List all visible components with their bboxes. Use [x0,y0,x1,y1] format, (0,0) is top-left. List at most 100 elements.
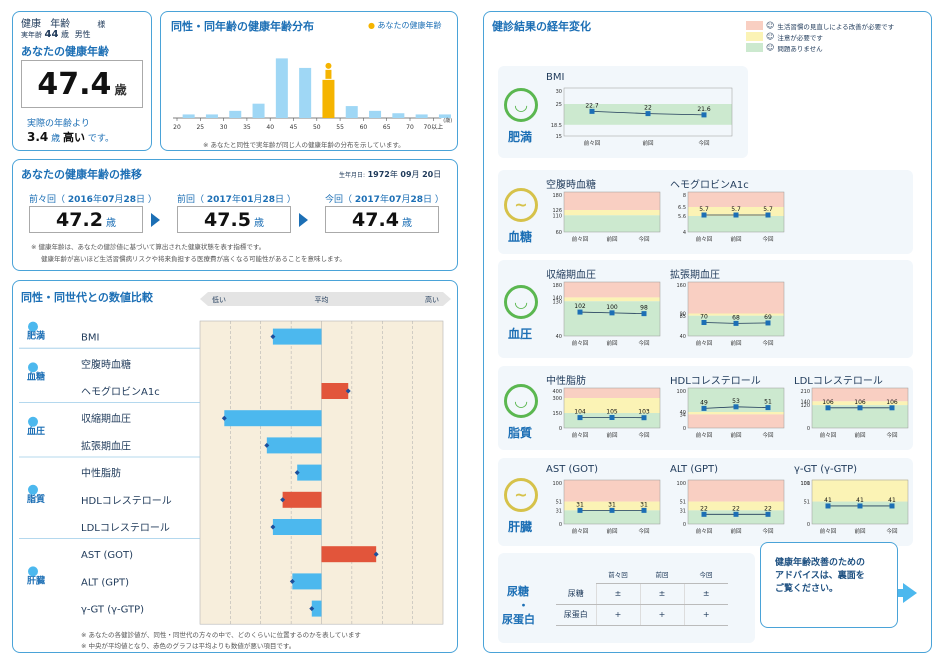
distribution-title: 同性・同年齢の健康年齢分布 [171,20,314,33]
trend-period-label: 前々回（ [29,195,68,205]
data-label: 41 [888,497,896,504]
legend-row: ☺ 生活習慣の見直しによる改善が必要です [746,20,894,31]
plot-frame [687,191,785,233]
band-red [564,388,660,398]
series-point [825,405,831,411]
header-age-line: 実年齢 44 歳 男性 [21,29,91,40]
plot-frame [563,479,661,525]
y-tick-label: 31 [680,508,686,514]
band-green [688,510,784,524]
band-yellow [564,501,660,511]
urine-name-2: 尿蛋白 [502,613,535,626]
section-name: 脂質 [508,426,533,440]
distribution-bar [275,58,288,118]
x-tick-label: 前回 [730,431,742,439]
advice-box[interactable]: 健康年齢改善のための アドバイスは、裏面を ご覧ください。 [760,542,898,628]
header-sama: 様 [97,20,106,29]
compare-title: 同性・同世代との数値比較 [21,291,153,304]
diff-word: 高い [63,131,86,144]
metric-title: γ-GT (γ-GTP) [794,464,858,475]
y-tick-label: 85 [680,314,686,320]
x-tick-label: 前々回 [820,527,837,535]
x-tick-label: 前回 [730,527,742,535]
face-icon: ☺ [766,43,775,52]
dob-day-unit: 日 [433,170,442,179]
metric-title: AST (GOT) [546,464,599,475]
trend-period-year: 2017 [354,195,380,205]
face-icon: ◡ [504,384,538,418]
y-tick-label: 180 [552,283,562,289]
data-label: 5.7 [763,206,773,213]
section-card: ◡ 血圧 収縮期血圧 180 140 130 40 前々回 前回 今回 102 100 98 拡張期血圧 1… [498,260,913,358]
trend-period-month: 07 [101,195,115,205]
results-card: 健診結果の経年変化 ☺ 生活習慣の見直しによる改善が必要です ☺ 注意が必要です ☺ 問題… [483,11,932,653]
distribution-bar [369,110,382,118]
data-label: 31 [608,501,616,508]
metric-panel: 中性脂肪 400 300 150 0 前々回 前回 今回 104 105 103 [546,372,664,446]
section-card: ◡ 脂質 中性脂肪 400 300 150 0 前々回 前回 今回 104 105 103 HDLコレステ… [498,366,913,450]
trend-period-year-unit: 年 [379,195,389,205]
face-icon: ☺ [766,21,775,30]
trend-period-day-unit: 日 ） [136,195,157,205]
x-tick-label: 今回 [762,339,774,347]
distribution-bar [182,114,195,118]
series-point [609,415,615,420]
urine-table: 前々回 前回 今回 尿糖 ± ± ± 尿蛋白 + + + [556,565,728,626]
plot-frame [811,479,909,525]
scale-low: 低い [212,295,226,304]
x-tick-label: 今回 [762,235,774,243]
metric-chart: 30 25 18.5 15 前々回 前回 今回 22.7 22 21.6 [551,87,733,147]
metric-panel: BMI 30 25 18.5 15 前々回 前回 今回 22.7 22 21.6 [546,72,736,154]
organ-icon [28,321,38,332]
x-tick-label: 前回 [606,527,618,535]
x-tick-label: 60 [360,124,368,131]
dob-year: 1972 [367,170,390,179]
arrow-right-icon[interactable] [903,583,917,603]
data-label: 21.6 [697,106,711,113]
series-point [733,212,739,218]
compare-bar [321,546,377,563]
trend-period-year: 2016 [67,195,93,205]
face-icon: ◡ [504,88,538,122]
health-age-value: 47.4 [37,67,112,102]
metric-panel: 拡張期血圧 160 90 85 40 前々回 前回 今回 70 68 69 [670,266,788,354]
health-age-box: 47.4 歳 [21,60,143,108]
data-label: 22.7 [585,102,599,109]
series-point [577,415,583,421]
band-green [688,216,784,232]
metric-panel: AST (GOT) 100 51 31 0 前々回 前回 今回 31 31 31 [546,464,664,542]
compare-marker [280,497,286,503]
scale-avg: 平均 [315,295,329,304]
dob-label: 生年月日: [339,172,366,179]
x-tick-label: 前回 [854,527,866,535]
trend-period-unit: 歳 [401,218,412,229]
series-point [701,320,707,325]
x-tick-label: 前々回 [584,139,601,147]
series-point [641,415,647,421]
legend-text: あなたの健康年齢 [377,21,442,30]
compare-note-1: ※ あなたの各健診値が、同性・同世代の方々の中で、どのくらいに位置するのかを表し… [81,631,361,639]
urine-cell: ± [683,583,728,605]
scale-high: 高い [425,295,439,304]
x-tick-label: 前々回 [696,235,713,243]
compare-bar [224,410,322,427]
x-tick-label: 前回 [730,339,742,347]
metric-panel: 収縮期血圧 180 140 130 40 前々回 前回 今回 102 100 98 [546,266,664,354]
band-yellow [812,479,908,502]
legend-swatch [746,43,763,52]
dob-month-unit: 月 [411,170,420,179]
real-age: 44 [44,29,59,40]
x-tick-label: 今回 [698,139,710,147]
trend-period-day: 28 [410,195,424,205]
distribution-bar [438,114,451,118]
data-label: 105 [606,409,618,416]
urine-row-label: 尿糖 [556,583,596,605]
urine-cell: + [595,604,640,626]
data-label: 70 [700,314,708,321]
organ-icon [28,362,38,373]
person-icon: ● [368,21,375,30]
metric-panel: 空腹時血糖 180 126 110 60 前々回 前回 今回 [546,176,664,250]
compare-bar [297,464,322,481]
group-name: 血糖 [27,370,45,382]
